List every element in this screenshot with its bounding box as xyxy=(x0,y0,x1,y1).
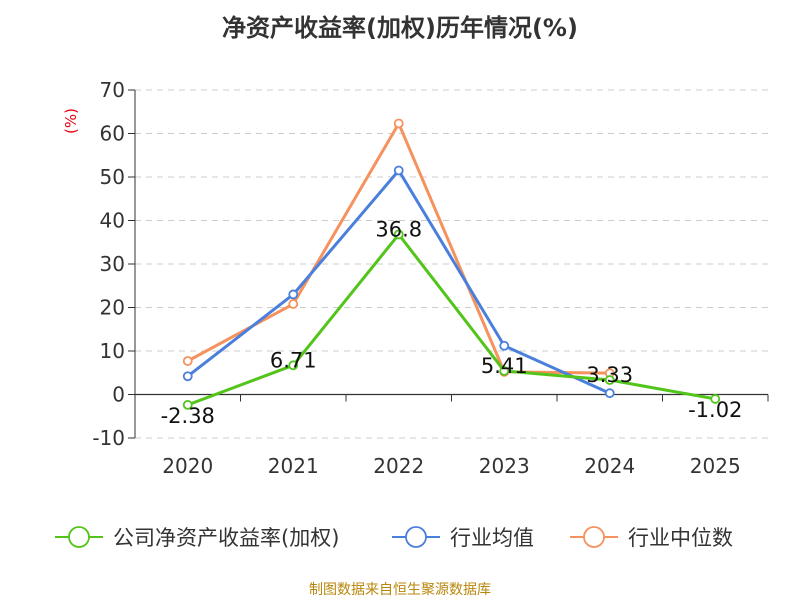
x-tick-label: 2023 xyxy=(479,454,530,478)
series-line xyxy=(187,121,610,375)
y-tick-label: 0 xyxy=(112,383,125,407)
data-labels: -2.38 6.71 36.8 5.41 3.33 -1.02 xyxy=(161,217,743,427)
data-point xyxy=(604,375,615,385)
data-point xyxy=(288,360,299,371)
source-note: 制图数据来自恒生聚源数据库 xyxy=(309,582,491,598)
legend-marker xyxy=(405,526,427,548)
y-tick-label: 60 xyxy=(100,122,125,146)
x-tick-label: 2024 xyxy=(584,454,635,478)
legend: 公司净资产收益率(加权) 行业均值 行业中位数 xyxy=(55,526,733,550)
x-tick-label: 2022 xyxy=(373,454,424,478)
y-tick-label: 30 xyxy=(100,252,125,276)
series-line xyxy=(186,168,611,395)
chart-title: 净资产收益率(加权)历年情况(%) xyxy=(222,14,578,42)
x-tick-label: 2020 xyxy=(162,454,213,478)
y-tick-label: 40 xyxy=(100,209,125,233)
data-point xyxy=(499,340,510,351)
legend-label: 公司净资产收益率(加权) xyxy=(113,526,339,550)
data-label: 36.8 xyxy=(375,217,422,241)
legend-marker xyxy=(68,526,90,548)
data-point xyxy=(393,165,404,176)
legend-label: 行业中位数 xyxy=(628,526,733,550)
data-point xyxy=(182,371,193,382)
y-tick-label: -10 xyxy=(92,426,125,450)
legend-label: 行业均值 xyxy=(450,526,534,550)
x-tick-label: 2021 xyxy=(268,454,319,478)
y-tick-label: 10 xyxy=(100,339,125,363)
legend-marker xyxy=(583,526,605,548)
axes: -10 0 10 20 30 40 50 60 70 2020 2021 2022 2023 2024 20… xyxy=(92,78,769,478)
data-label: 3.33 xyxy=(586,363,633,387)
data-point xyxy=(499,366,510,376)
x-tick-label: 2025 xyxy=(690,454,741,478)
data-point xyxy=(288,289,299,300)
data-point xyxy=(288,299,299,309)
data-label: -1.02 xyxy=(688,398,742,422)
series xyxy=(182,118,721,410)
data-point xyxy=(604,388,615,399)
data-point xyxy=(182,356,193,366)
gridlines xyxy=(135,89,768,439)
data-point xyxy=(393,118,404,129)
data-label: -2.38 xyxy=(161,404,215,428)
data-label: 5.41 xyxy=(481,354,528,378)
data-point xyxy=(182,399,193,410)
y-tick-label: 50 xyxy=(100,165,125,189)
series-line xyxy=(187,232,716,407)
data-label: 6.71 xyxy=(270,348,317,372)
y-tick-label: 70 xyxy=(100,78,125,102)
data-point xyxy=(393,229,404,240)
data-point xyxy=(710,394,721,404)
y-tick-label: 20 xyxy=(100,296,125,320)
